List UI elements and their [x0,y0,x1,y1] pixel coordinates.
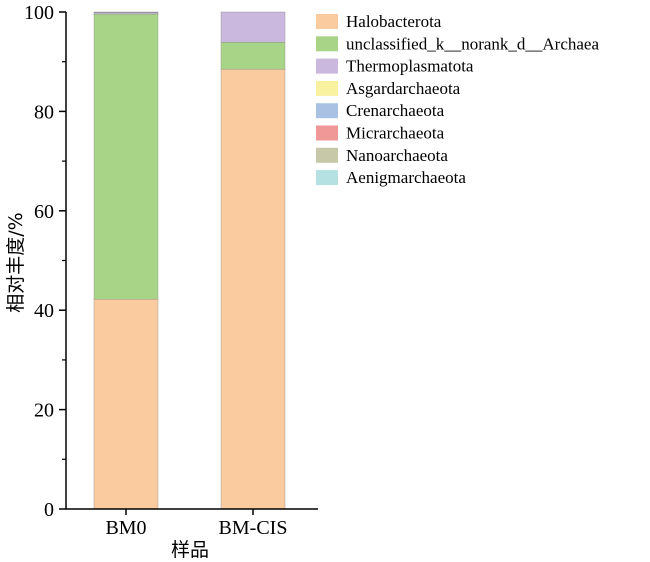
legend-item-label: Halobacterota [346,12,442,31]
x-tick-label: BM0 [105,517,146,539]
legend-swatch [316,14,338,29]
y-tick-label: 0 [44,499,54,521]
legend-swatch [316,103,338,119]
legend-item-label: unclassified_k__norank_d__Archaea [346,34,599,53]
bar-segment-bm-cis-1 [220,42,286,70]
legend-swatch [316,147,338,163]
y-tick-label: 80 [34,101,54,123]
legend-swatch [316,170,338,186]
legend-item-label: Crenarchaeota [346,101,445,120]
bar-segment-bm0-1 [93,13,159,300]
y-tick-label: 40 [34,300,54,322]
x-tick-label: BM-CIS [219,517,288,539]
bar-segment-bm0-0 [93,299,159,510]
bar-segment-bm-cis-0 [220,68,286,510]
x-axis-title: 样品 [171,539,209,561]
legend-item-label: Micrarchaeota [346,124,445,143]
x-ticks-group: BM0 BM-CIS [105,509,287,539]
bars-group [93,11,286,510]
y-tick-label: 100 [24,2,54,24]
legend-swatch [316,36,338,52]
y-ticks-group: 0 20 40 60 80 100 [24,2,66,521]
bar-segment-bm0-2 [93,12,159,15]
legend: Halobacterota unclassified_k__norank_d__A… [316,12,599,187]
bar-segment-bm-cis-2 [220,11,286,43]
legend-swatch [316,80,338,96]
y-tick-label: 20 [34,400,54,422]
legend-item-label: Aenigmarchaeota [346,168,466,187]
legend-item-label: Asgardarchaeota [346,79,461,98]
legend-item-label: Thermoplasmatota [346,57,474,76]
legend-item-label: Nanoarchaeota [346,146,448,165]
y-tick-label: 60 [34,201,54,223]
y-axis-title: 相对丰度/% [5,212,27,312]
legend-swatch [316,125,338,141]
legend-swatch [316,58,338,74]
